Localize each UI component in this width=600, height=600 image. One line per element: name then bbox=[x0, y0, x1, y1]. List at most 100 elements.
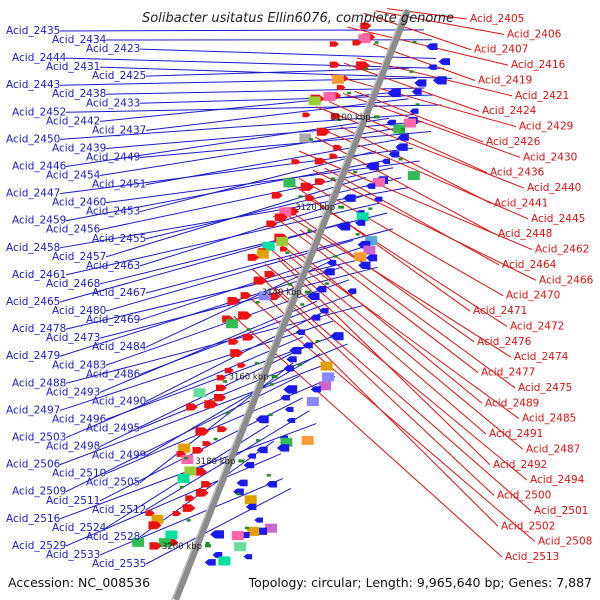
gene-label[interactable]: Acid_2506 bbox=[6, 459, 61, 471]
gene-label[interactable]: Acid_2467 bbox=[92, 287, 146, 299]
gene-label[interactable]: Acid_2431 bbox=[46, 61, 100, 73]
gene-label[interactable]: Acid_2463 bbox=[86, 260, 140, 272]
gene-label[interactable]: Acid_2528 bbox=[86, 531, 140, 543]
gene-label[interactable]: Acid_2502 bbox=[501, 520, 555, 532]
gene-label[interactable]: Acid_2491 bbox=[489, 428, 543, 440]
gene-arrow bbox=[327, 259, 337, 266]
gene-label[interactable]: Acid_2471 bbox=[473, 305, 527, 317]
gene-label[interactable]: Acid_2421 bbox=[515, 90, 569, 102]
gene-label[interactable]: Acid_2452 bbox=[12, 106, 66, 118]
gene-label[interactable]: Acid_2492 bbox=[493, 459, 547, 471]
gene-label[interactable]: Acid_2430 bbox=[523, 151, 577, 163]
gene-arrow bbox=[319, 307, 329, 314]
gene-label[interactable]: Acid_2489 bbox=[485, 397, 539, 409]
gene-label[interactable]: Acid_2434 bbox=[52, 34, 107, 46]
gene-label[interactable]: Acid_2497 bbox=[6, 404, 60, 416]
gene-label[interactable]: Acid_2479 bbox=[6, 350, 60, 362]
gene-arrow bbox=[291, 159, 301, 165]
gene-label[interactable]: Acid_2443 bbox=[6, 79, 60, 91]
gene-label[interactable]: Acid_2484 bbox=[92, 341, 147, 353]
gene-label[interactable]: Acid_2442 bbox=[46, 115, 100, 127]
gene-label[interactable]: Acid_2470 bbox=[506, 290, 560, 302]
gene-label[interactable]: Acid_2455 bbox=[92, 233, 146, 245]
gene-label[interactable]: Acid_2476 bbox=[477, 336, 532, 348]
gene-label[interactable]: Acid_2444 bbox=[12, 52, 67, 64]
gene-label[interactable]: Acid_2464 bbox=[502, 259, 557, 271]
gene-label[interactable]: Acid_2480 bbox=[52, 305, 106, 317]
gene-label[interactable]: Acid_2447 bbox=[6, 188, 60, 200]
gene-label[interactable]: Acid_2449 bbox=[86, 151, 140, 163]
gene-label[interactable]: Acid_2511 bbox=[46, 495, 100, 507]
gene-label[interactable]: Acid_2457 bbox=[52, 251, 106, 263]
gene-label[interactable]: Acid_2419 bbox=[478, 74, 532, 86]
gene-label[interactable]: Acid_2473 bbox=[46, 332, 100, 344]
gene-label[interactable]: Acid_2478 bbox=[12, 323, 66, 335]
gene-label[interactable]: Acid_2441 bbox=[494, 197, 548, 209]
gene-label[interactable]: Acid_2465 bbox=[6, 296, 60, 308]
gene-label[interactable]: Acid_2458 bbox=[6, 242, 60, 254]
gene-label[interactable]: Acid_2448 bbox=[498, 228, 552, 240]
gene-label[interactable]: Acid_2425 bbox=[92, 70, 146, 82]
gene-label[interactable]: Acid_2437 bbox=[92, 124, 146, 136]
gene-label[interactable]: Acid_2488 bbox=[12, 377, 66, 389]
gene-label[interactable]: Acid_2451 bbox=[92, 179, 146, 191]
gene-label[interactable]: Acid_2508 bbox=[538, 536, 592, 548]
gene-label[interactable]: Acid_2466 bbox=[539, 274, 594, 286]
gene-label[interactable]: Acid_2459 bbox=[12, 215, 66, 227]
gene-label[interactable]: Acid_2424 bbox=[482, 105, 537, 117]
gene-label[interactable]: Acid_2486 bbox=[86, 368, 141, 380]
gene-label[interactable]: Acid_2460 bbox=[52, 197, 106, 209]
gene-label[interactable]: Acid_2505 bbox=[86, 477, 140, 489]
gene-label[interactable]: Acid_2407 bbox=[474, 44, 528, 56]
gene-label[interactable]: Acid_2461 bbox=[12, 269, 66, 281]
gene-label[interactable]: Acid_2500 bbox=[497, 490, 551, 502]
gene-label[interactable]: Acid_2435 bbox=[6, 25, 60, 37]
gene-label[interactable]: Acid_2446 bbox=[12, 161, 67, 173]
gene-label[interactable]: Acid_2475 bbox=[518, 382, 572, 394]
gene-label[interactable]: Acid_2416 bbox=[511, 59, 566, 71]
gene-label[interactable]: Acid_2493 bbox=[46, 386, 100, 398]
gene-label[interactable]: Acid_2405 bbox=[470, 13, 524, 25]
gene-label[interactable]: Acid_2483 bbox=[52, 359, 106, 371]
gene-label[interactable]: Acid_2485 bbox=[522, 413, 576, 425]
gene-label[interactable]: Acid_2535 bbox=[92, 558, 146, 570]
gene-label[interactable]: Acid_2510 bbox=[52, 468, 106, 480]
gene-label[interactable]: Acid_2474 bbox=[514, 351, 569, 363]
gene-label[interactable]: Acid_2450 bbox=[6, 133, 60, 145]
gene-label[interactable]: Acid_2472 bbox=[510, 320, 564, 332]
gene-label[interactable]: Acid_2495 bbox=[86, 422, 140, 434]
gene-label[interactable]: Acid_2509 bbox=[12, 486, 66, 498]
gene-label[interactable]: Acid_2429 bbox=[519, 121, 573, 133]
gene-label[interactable]: Acid_2529 bbox=[12, 540, 66, 552]
gene-label[interactable]: Acid_2513 bbox=[505, 551, 559, 563]
gene-label[interactable]: Acid_2469 bbox=[86, 314, 140, 326]
gene-label[interactable]: Acid_2512 bbox=[92, 504, 146, 516]
gene-label[interactable]: Acid_2406 bbox=[507, 28, 562, 40]
gene-label[interactable]: Acid_2468 bbox=[46, 278, 100, 290]
gene-label[interactable]: Acid_2494 bbox=[530, 474, 585, 486]
gene-label[interactable]: Acid_2426 bbox=[486, 136, 541, 148]
gene-label[interactable]: Acid_2439 bbox=[52, 142, 106, 154]
gene-label[interactable]: Acid_2498 bbox=[46, 441, 100, 453]
gene-label[interactable]: Acid_2445 bbox=[531, 213, 585, 225]
gene-label[interactable]: Acid_2456 bbox=[46, 224, 101, 236]
gene-label[interactable]: Acid_2462 bbox=[535, 244, 589, 256]
gene-label[interactable]: Acid_2453 bbox=[86, 206, 140, 218]
gene-label[interactable]: Acid_2438 bbox=[52, 88, 106, 100]
gene-label[interactable]: Acid_2501 bbox=[534, 505, 588, 517]
gene-label[interactable]: Acid_2524 bbox=[52, 522, 107, 534]
gene-label[interactable]: Acid_2423 bbox=[86, 43, 140, 55]
gene-label[interactable]: Acid_2477 bbox=[481, 367, 535, 379]
gene-label[interactable]: Acid_2433 bbox=[86, 97, 140, 109]
gene-label[interactable]: Acid_2436 bbox=[490, 167, 545, 179]
gene-label[interactable]: Acid_2533 bbox=[46, 549, 100, 561]
gene-label[interactable]: Acid_2496 bbox=[52, 413, 107, 425]
gene-label[interactable]: Acid_2490 bbox=[92, 395, 146, 407]
gene-label[interactable]: Acid_2440 bbox=[527, 182, 581, 194]
gene-label[interactable]: Acid_2503 bbox=[12, 432, 66, 444]
gene-label[interactable]: Acid_2454 bbox=[46, 170, 101, 182]
gene-label[interactable]: Acid_2499 bbox=[92, 450, 146, 462]
gene-label[interactable]: Acid_2487 bbox=[526, 443, 580, 455]
gene-marker bbox=[285, 251, 290, 254]
gene-label[interactable]: Acid_2516 bbox=[6, 513, 61, 525]
